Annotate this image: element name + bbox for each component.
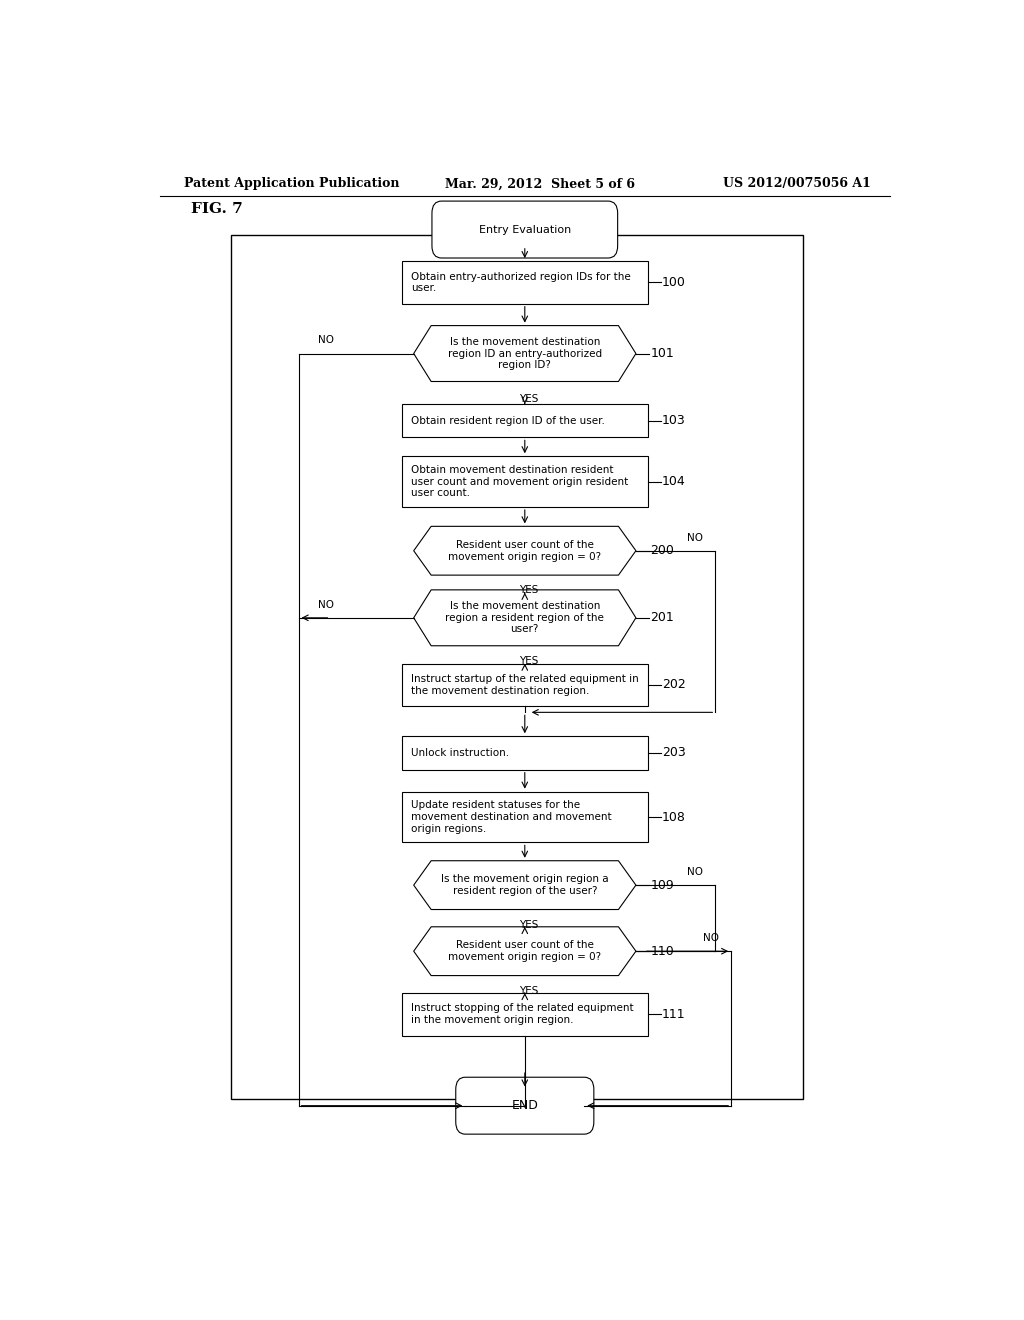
Text: YES: YES — [519, 393, 539, 404]
Text: Patent Application Publication: Patent Application Publication — [183, 177, 399, 190]
Text: NO: NO — [703, 933, 719, 942]
Text: 100: 100 — [663, 276, 686, 289]
Text: Update resident statuses for the
movement destination and movement
origin region: Update resident statuses for the movemen… — [412, 800, 612, 834]
Text: NO: NO — [318, 335, 335, 346]
Polygon shape — [414, 326, 636, 381]
Text: 108: 108 — [663, 810, 686, 824]
Text: Obtain resident region ID of the user.: Obtain resident region ID of the user. — [412, 416, 605, 425]
Text: 111: 111 — [663, 1007, 686, 1020]
Text: FIG. 7: FIG. 7 — [191, 202, 244, 216]
Text: NO: NO — [318, 599, 335, 610]
Text: Resident user count of the
movement origin region = 0?: Resident user count of the movement orig… — [449, 940, 601, 962]
Text: Is the movement destination
region ID an entry-authorized
region ID?: Is the movement destination region ID an… — [447, 337, 602, 370]
Text: Is the movement destination
region a resident region of the
user?: Is the movement destination region a res… — [445, 601, 604, 635]
Polygon shape — [414, 527, 636, 576]
FancyBboxPatch shape — [456, 1077, 594, 1134]
Text: NO: NO — [687, 867, 703, 876]
Text: 103: 103 — [663, 414, 686, 428]
Text: 200: 200 — [650, 544, 674, 557]
FancyBboxPatch shape — [401, 261, 648, 304]
Text: Unlock instruction.: Unlock instruction. — [412, 748, 510, 758]
Polygon shape — [414, 927, 636, 975]
FancyBboxPatch shape — [432, 201, 617, 257]
FancyBboxPatch shape — [401, 404, 648, 437]
Text: YES: YES — [519, 656, 539, 665]
Text: Instruct stopping of the related equipment
in the movement origin region.: Instruct stopping of the related equipme… — [412, 1003, 634, 1026]
Text: US 2012/0075056 A1: US 2012/0075056 A1 — [723, 177, 871, 190]
Text: NO: NO — [687, 532, 703, 543]
Text: YES: YES — [519, 585, 539, 595]
Text: Mar. 29, 2012  Sheet 5 of 6: Mar. 29, 2012 Sheet 5 of 6 — [445, 177, 636, 190]
Text: Is the movement origin region a
resident region of the user?: Is the movement origin region a resident… — [441, 874, 608, 896]
FancyBboxPatch shape — [401, 993, 648, 1036]
FancyBboxPatch shape — [401, 664, 648, 706]
Text: YES: YES — [519, 920, 539, 929]
Text: 110: 110 — [650, 945, 674, 958]
Text: Resident user count of the
movement origin region = 0?: Resident user count of the movement orig… — [449, 540, 601, 561]
Text: Obtain entry-authorized region IDs for the
user.: Obtain entry-authorized region IDs for t… — [412, 272, 631, 293]
Polygon shape — [414, 861, 636, 909]
Text: Obtain movement destination resident
user count and movement origin resident
use: Obtain movement destination resident use… — [412, 465, 629, 498]
Text: Instruct startup of the related equipment in
the movement destination region.: Instruct startup of the related equipmen… — [412, 675, 639, 696]
Text: 104: 104 — [663, 475, 686, 488]
Text: 203: 203 — [663, 747, 686, 759]
Text: END: END — [511, 1100, 539, 1113]
Text: 201: 201 — [650, 611, 674, 624]
FancyBboxPatch shape — [401, 792, 648, 842]
Polygon shape — [414, 590, 636, 645]
FancyBboxPatch shape — [401, 737, 648, 770]
FancyBboxPatch shape — [401, 457, 648, 507]
Text: 202: 202 — [663, 678, 686, 692]
Text: Entry Evaluation: Entry Evaluation — [478, 224, 571, 235]
Text: 101: 101 — [650, 347, 674, 360]
Text: 109: 109 — [650, 879, 674, 891]
Text: YES: YES — [519, 986, 539, 995]
